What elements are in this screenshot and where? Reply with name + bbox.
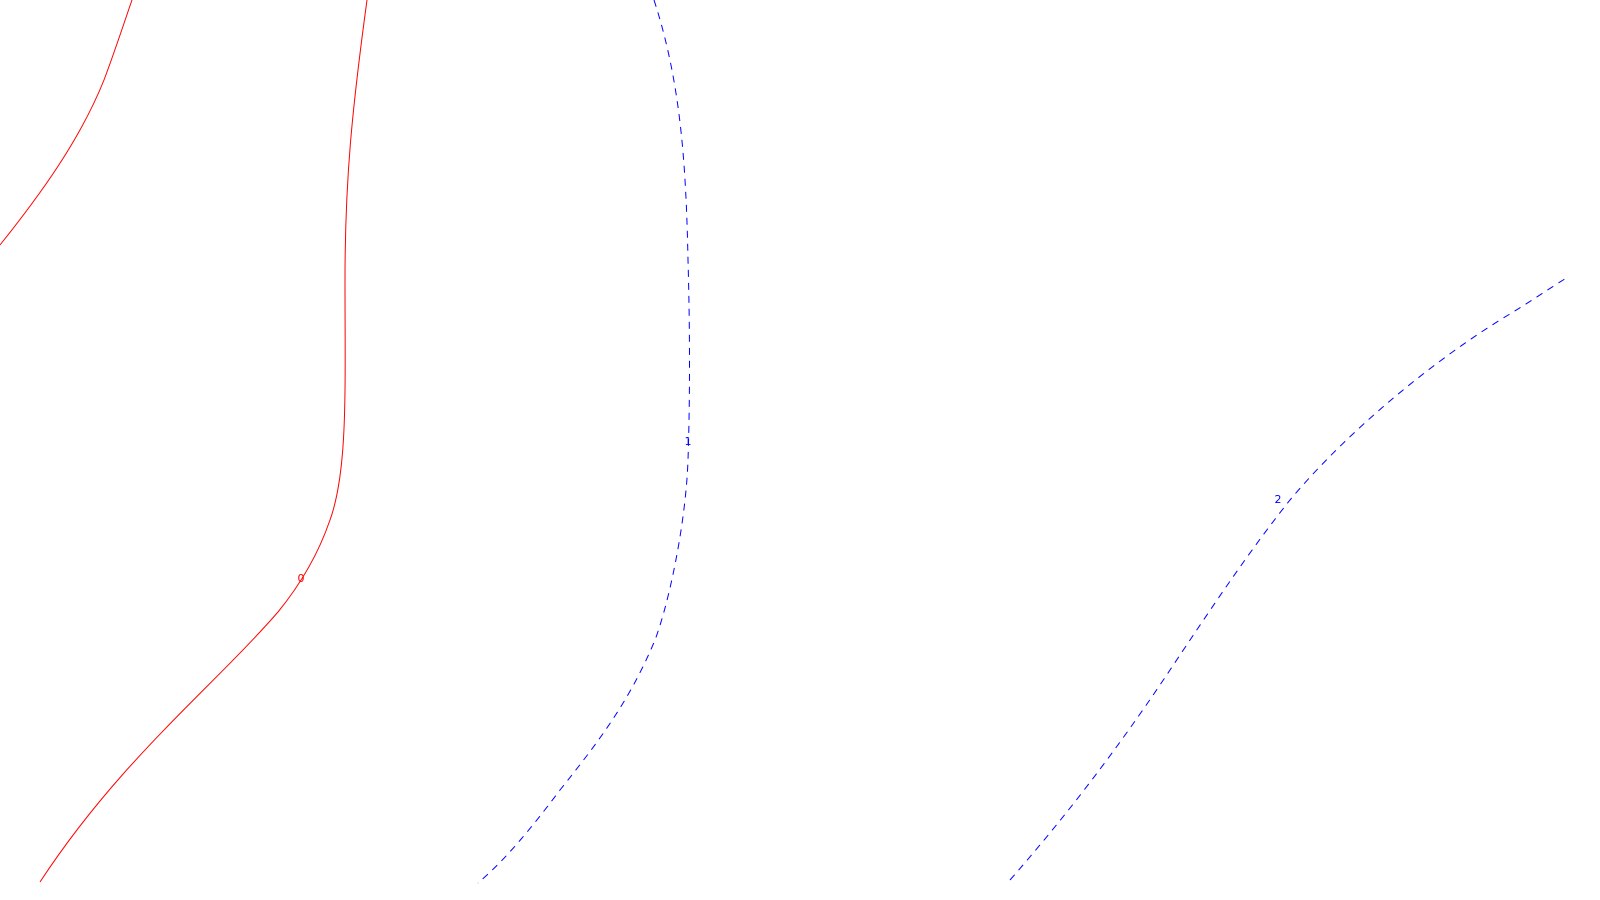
- contour-line-1: [477, 0, 690, 884]
- contour-line-0: [39, 0, 368, 883]
- contour-label-1: 1: [685, 435, 692, 448]
- contour-label-2: 2: [1275, 493, 1282, 506]
- contour-label-0: 0: [298, 572, 305, 585]
- contour-line-0-top-left: [0, 0, 133, 246]
- contour-line-2: [1009, 276, 1569, 881]
